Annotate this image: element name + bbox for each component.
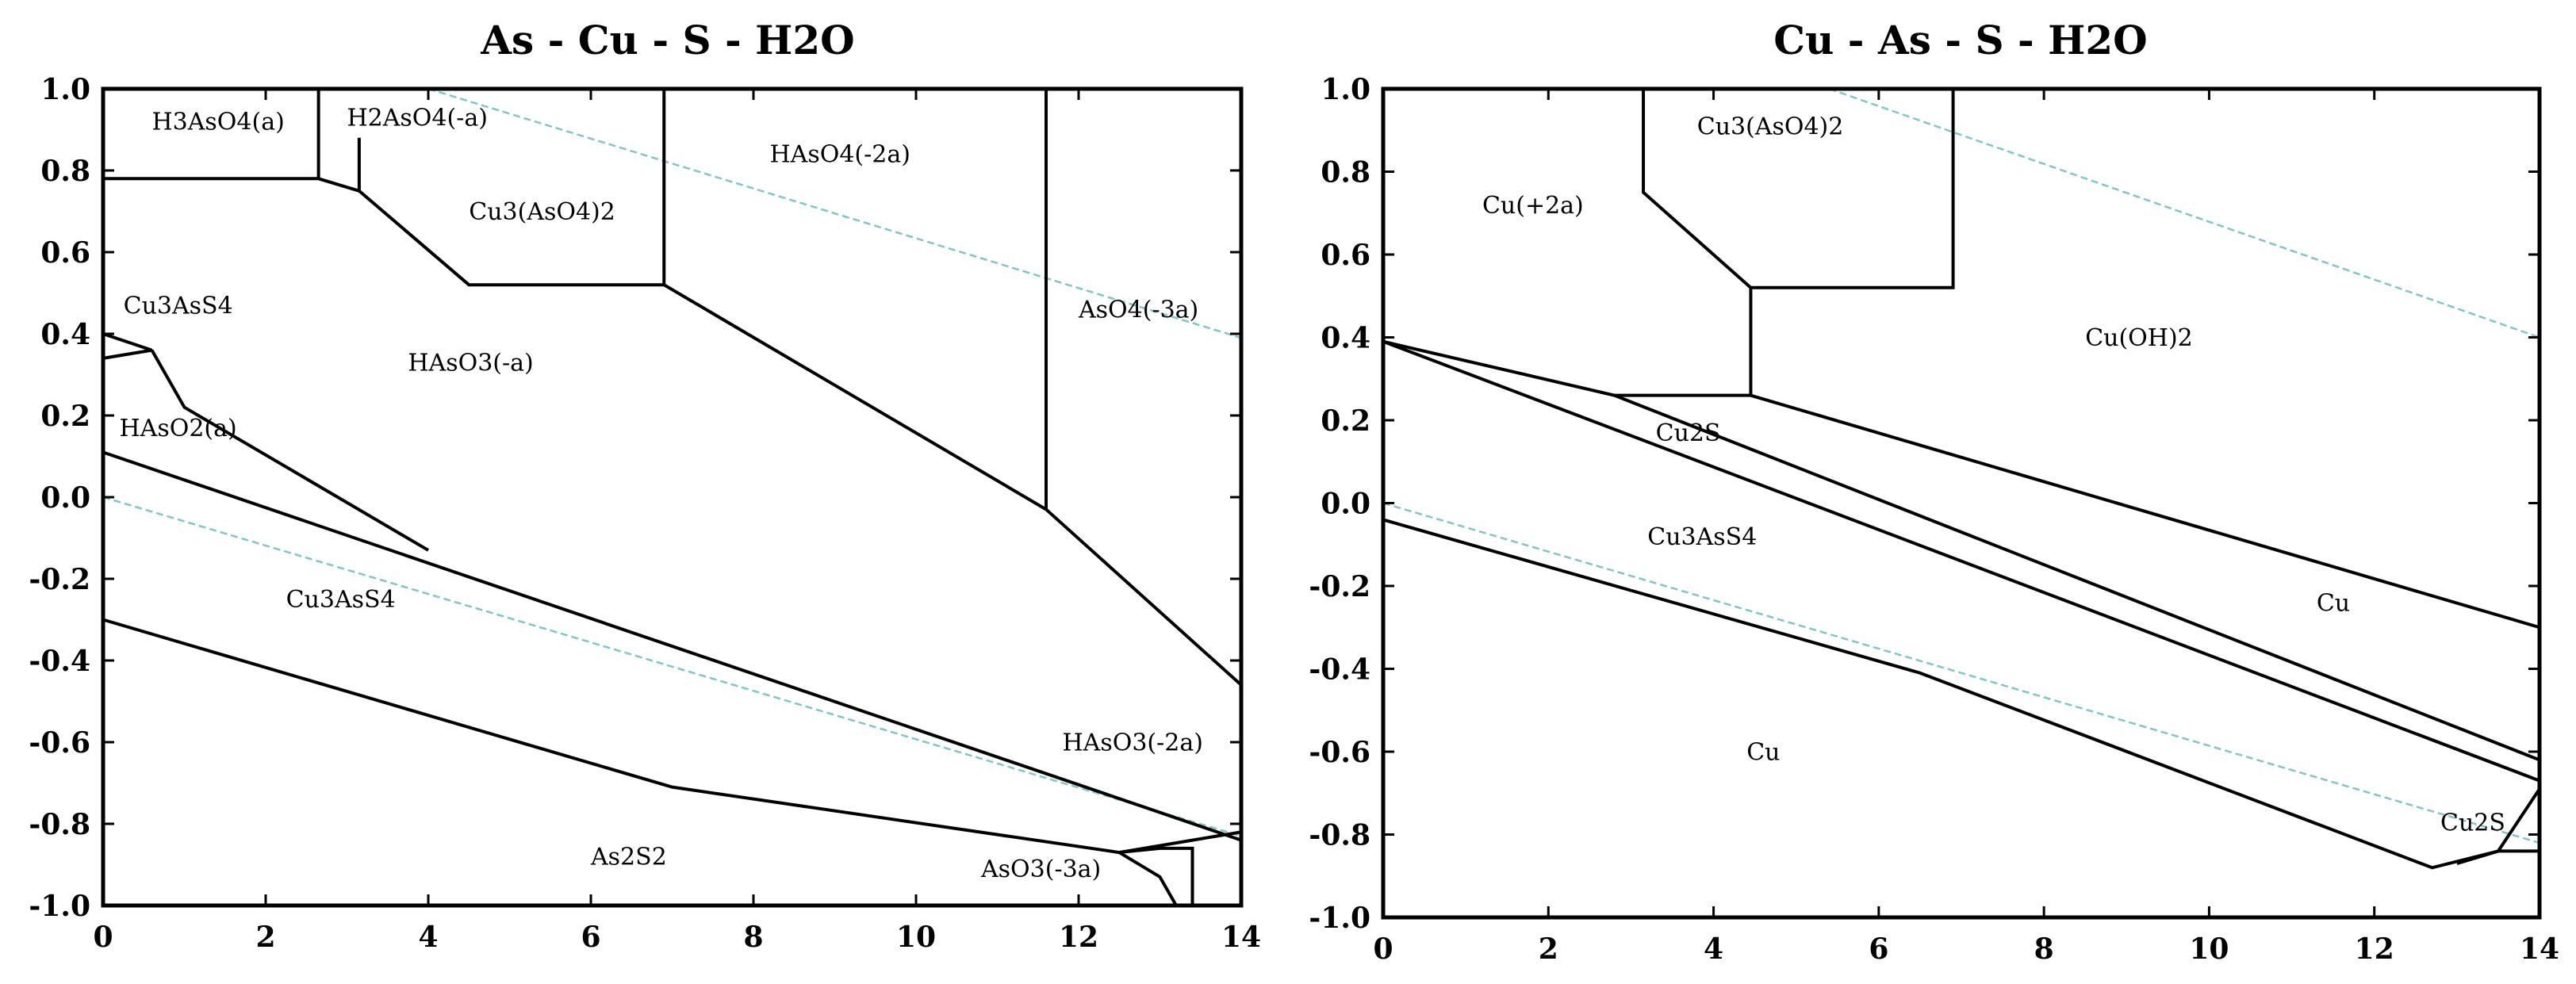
water-stability-line bbox=[1828, 87, 2540, 339]
region-label: HAsO4(-2a) bbox=[770, 141, 910, 169]
x-tick-label: 14 bbox=[1221, 921, 1261, 954]
region-label: Cu2S bbox=[1656, 419, 1721, 447]
phase-boundary bbox=[1045, 507, 1243, 687]
y-tick-label: -0.6 bbox=[29, 726, 90, 760]
x-tick-label: 6 bbox=[581, 921, 600, 954]
y-tick-label: 0.8 bbox=[40, 155, 90, 188]
x-tick-label: 10 bbox=[896, 921, 936, 954]
y-tick-label: -0.4 bbox=[1309, 653, 1370, 687]
region-label: AsO4(-3a) bbox=[1078, 296, 1198, 324]
y-tick-label: -0.8 bbox=[29, 808, 90, 841]
y-tick-label: 0.2 bbox=[40, 400, 90, 433]
region-label: H2AsO4(-a) bbox=[347, 104, 488, 132]
phase-boundary bbox=[318, 137, 361, 193]
y-tick-label: -0.8 bbox=[1309, 819, 1370, 852]
region-label: HAsO3(-a) bbox=[408, 349, 533, 377]
region-label: Cu(+2a) bbox=[1482, 192, 1584, 220]
region-label: Cu bbox=[1746, 738, 1780, 766]
water-stability-line bbox=[102, 496, 1242, 837]
chart-title: Cu - As - S - H2O bbox=[1773, 17, 2147, 63]
water-stability-line bbox=[427, 87, 1242, 339]
x-tick-label: 6 bbox=[1869, 932, 1888, 966]
x-tick-label: 2 bbox=[1539, 932, 1558, 966]
chart-left: As - Cu - S - H2O 0 2 4 6 8 10 12 14 1.0 0.8 0.6 0.4… bbox=[29, 17, 1261, 954]
chart-title: As - Cu - S - H2O bbox=[480, 17, 854, 63]
x-tick-label: 12 bbox=[2355, 932, 2394, 966]
x-tick-label: 12 bbox=[1059, 921, 1098, 954]
y-tick-label: 0.2 bbox=[1321, 404, 1370, 438]
x-tick-label: 2 bbox=[255, 921, 275, 954]
region-label: As2S2 bbox=[590, 844, 667, 871]
region-label: Cu bbox=[2317, 589, 2350, 617]
x-tick-label: 8 bbox=[743, 921, 763, 954]
region-label: AsO3(-3a) bbox=[980, 856, 1101, 883]
region-label: HAsO3(-2a) bbox=[1063, 729, 1203, 756]
region-label: H3AsO4(a) bbox=[152, 109, 285, 136]
x-tick-label: 10 bbox=[2189, 932, 2229, 966]
y-tick-label: 0.4 bbox=[1321, 322, 1370, 355]
y-tick-label: -0.2 bbox=[29, 563, 90, 596]
x-tick-label: 8 bbox=[2034, 932, 2054, 966]
phase-boundary bbox=[358, 89, 666, 287]
phase-boundary bbox=[102, 332, 153, 360]
phase-boundary bbox=[1750, 89, 1955, 289]
phase-boundary bbox=[1642, 89, 1753, 396]
phase-boundary bbox=[1614, 393, 2540, 630]
phase-boundary bbox=[102, 450, 1242, 842]
y-tick-label: -0.2 bbox=[1309, 570, 1370, 603]
region-label: Cu3AsS4 bbox=[1647, 523, 1757, 551]
phase-boundary bbox=[1382, 339, 2540, 762]
y-tick-label: -0.6 bbox=[1309, 736, 1370, 769]
water-stability-line bbox=[1382, 502, 2540, 844]
chart-right: Cu - As - S - H2O 0 2 4 6 8 10 12 14 1.0 0.8 0.6 0.4… bbox=[1309, 17, 2559, 966]
phase-boundary bbox=[150, 349, 430, 552]
y-tick-label: 0.6 bbox=[1321, 239, 1370, 272]
y-tick-label: -1.0 bbox=[29, 890, 90, 923]
phase-boundary bbox=[2456, 849, 2540, 865]
y-tick-label: 0.6 bbox=[40, 236, 90, 270]
region-label: Cu3AsS4 bbox=[124, 292, 233, 320]
y-tick-label: 1.0 bbox=[40, 73, 90, 106]
x-tick-label: 4 bbox=[1704, 932, 1723, 966]
region-label: Cu3AsS4 bbox=[286, 586, 396, 614]
x-tick-label: 0 bbox=[93, 921, 113, 954]
y-tick-label: 0.8 bbox=[1321, 156, 1370, 190]
x-tick-label: 0 bbox=[1373, 932, 1393, 966]
region-label: Cu3(AsO4)2 bbox=[469, 198, 615, 226]
y-tick-label: -1.0 bbox=[1309, 902, 1370, 935]
region-label: Cu(OH)2 bbox=[2085, 324, 2193, 352]
x-tick-label: 4 bbox=[418, 921, 438, 954]
phase-boundary bbox=[1118, 851, 1178, 906]
x-tick-label: 14 bbox=[2520, 932, 2559, 966]
y-tick-label: -0.4 bbox=[29, 645, 90, 678]
phase-boundary bbox=[1119, 846, 1194, 906]
region-label: HAsO2(a) bbox=[120, 415, 237, 442]
region-label: Cu2S bbox=[2440, 809, 2505, 837]
phase-boundary bbox=[1382, 339, 2540, 783]
y-tick-label: 0.4 bbox=[40, 318, 90, 351]
y-tick-label: 0.0 bbox=[40, 481, 90, 515]
y-tick-label: 0.0 bbox=[1321, 488, 1370, 521]
y-tick-label: 1.0 bbox=[1321, 73, 1370, 106]
region-label: Cu3(AsO4)2 bbox=[1697, 113, 1844, 140]
phase-boundary bbox=[1382, 518, 2541, 870]
